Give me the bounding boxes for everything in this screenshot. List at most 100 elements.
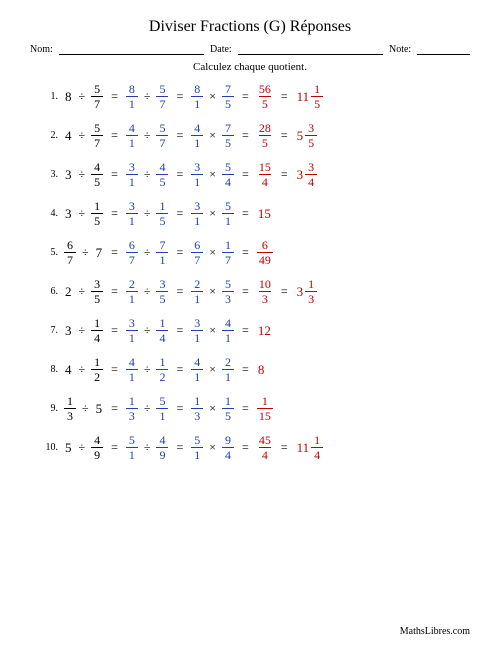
operator: × bbox=[203, 128, 222, 143]
whole-number: 5 bbox=[64, 440, 73, 456]
problem-expression: 4÷12=41÷12=41×21=8 bbox=[64, 356, 265, 383]
fraction: 13 bbox=[126, 395, 138, 422]
fraction: 15 bbox=[156, 200, 168, 227]
fraction: 31 bbox=[191, 200, 203, 227]
fraction: 115 bbox=[257, 395, 273, 422]
equals-sign: = bbox=[234, 245, 257, 260]
equals-sign: = bbox=[168, 440, 191, 455]
equals-sign: = bbox=[273, 167, 296, 182]
fraction: 41 bbox=[126, 122, 138, 149]
problem-row: 1.8÷57=81÷57=81×75=565=1115 bbox=[38, 83, 470, 110]
problem-number: 3. bbox=[38, 169, 64, 180]
fraction: 565 bbox=[257, 83, 273, 110]
operator: × bbox=[203, 323, 222, 338]
whole-number: 3 bbox=[64, 206, 73, 222]
fraction: 12 bbox=[156, 356, 168, 383]
problem-row: 2.4÷57=41÷57=41×75=285=535 bbox=[38, 122, 470, 149]
whole-number: 8 bbox=[64, 89, 73, 105]
equals-sign: = bbox=[234, 323, 257, 338]
fraction: 15 bbox=[311, 83, 323, 110]
problem-number: 6. bbox=[38, 286, 64, 297]
problem-expression: 3÷15=31÷15=31×51=15 bbox=[64, 200, 272, 227]
equals-sign: = bbox=[168, 245, 191, 260]
equals-sign: = bbox=[103, 323, 126, 338]
fraction: 49 bbox=[91, 434, 103, 461]
fraction: 57 bbox=[91, 83, 103, 110]
fraction: 75 bbox=[222, 83, 234, 110]
whole-number: 7 bbox=[95, 245, 104, 261]
fraction: 35 bbox=[305, 122, 317, 149]
fraction: 14 bbox=[91, 317, 103, 344]
problem-expression: 8÷57=81÷57=81×75=565=1115 bbox=[64, 83, 323, 110]
problem-expression: 67÷7=67÷71=67×17=649 bbox=[64, 239, 273, 266]
mixed-number: 535 bbox=[296, 122, 318, 149]
problem-expression: 2÷35=21÷35=21×53=103=313 bbox=[64, 278, 317, 305]
equals-sign: = bbox=[234, 206, 257, 221]
problem-number: 9. bbox=[38, 403, 64, 414]
operator: ÷ bbox=[76, 245, 95, 260]
equals-sign: = bbox=[234, 401, 257, 416]
fraction: 31 bbox=[126, 161, 138, 188]
whole-number: 8 bbox=[257, 362, 266, 378]
fraction: 15 bbox=[91, 200, 103, 227]
problem-number: 1. bbox=[38, 91, 64, 102]
whole-number: 3 bbox=[64, 167, 73, 183]
equals-sign: = bbox=[103, 284, 126, 299]
date-label: Date: bbox=[210, 44, 232, 55]
fraction: 31 bbox=[191, 317, 203, 344]
fraction: 94 bbox=[222, 434, 234, 461]
fraction: 45 bbox=[156, 161, 168, 188]
equals-sign: = bbox=[168, 89, 191, 104]
equals-sign: = bbox=[234, 362, 257, 377]
problem-row: 4.3÷15=31÷15=31×51=15 bbox=[38, 200, 470, 227]
fraction: 13 bbox=[305, 278, 317, 305]
fraction: 45 bbox=[91, 161, 103, 188]
operator: ÷ bbox=[138, 401, 157, 416]
operator: ÷ bbox=[73, 440, 92, 455]
operator: ÷ bbox=[73, 167, 92, 182]
problem-row: 6.2÷35=21÷35=21×53=103=313 bbox=[38, 278, 470, 305]
equals-sign: = bbox=[103, 128, 126, 143]
operator: ÷ bbox=[138, 167, 157, 182]
whole-number: 4 bbox=[64, 362, 73, 378]
equals-sign: = bbox=[168, 128, 191, 143]
fraction: 41 bbox=[191, 122, 203, 149]
fraction: 49 bbox=[156, 434, 168, 461]
whole-number: 4 bbox=[64, 128, 73, 144]
fraction: 454 bbox=[257, 434, 273, 461]
fraction: 649 bbox=[257, 239, 273, 266]
fraction: 21 bbox=[126, 278, 138, 305]
nom-label: Nom: bbox=[30, 44, 53, 55]
equals-sign: = bbox=[168, 401, 191, 416]
operator: ÷ bbox=[73, 284, 92, 299]
header-fields: Nom: Date: Note: bbox=[30, 44, 470, 55]
operator: × bbox=[203, 89, 222, 104]
fraction: 21 bbox=[191, 278, 203, 305]
fraction: 51 bbox=[191, 434, 203, 461]
fraction: 35 bbox=[156, 278, 168, 305]
equals-sign: = bbox=[168, 362, 191, 377]
fraction: 81 bbox=[126, 83, 138, 110]
equals-sign: = bbox=[103, 401, 126, 416]
equals-sign: = bbox=[234, 89, 257, 104]
fraction: 67 bbox=[191, 239, 203, 266]
operator: ÷ bbox=[138, 284, 157, 299]
instruction-text: Calculez chaque quotient. bbox=[30, 61, 470, 73]
problem-expression: 4÷57=41÷57=41×75=285=535 bbox=[64, 122, 317, 149]
fraction: 54 bbox=[222, 161, 234, 188]
problem-expression: 3÷14=31÷14=31×41=12 bbox=[64, 317, 272, 344]
whole-number: 3 bbox=[64, 323, 73, 339]
operator: ÷ bbox=[73, 89, 92, 104]
whole-number: 12 bbox=[257, 323, 272, 339]
problem-number: 4. bbox=[38, 208, 64, 219]
equals-sign: = bbox=[273, 89, 296, 104]
fraction: 75 bbox=[222, 122, 234, 149]
equals-sign: = bbox=[103, 206, 126, 221]
equals-sign: = bbox=[234, 128, 257, 143]
operator: ÷ bbox=[138, 440, 157, 455]
problem-row: 7.3÷14=31÷14=31×41=12 bbox=[38, 317, 470, 344]
fraction: 67 bbox=[64, 239, 76, 266]
operator: × bbox=[203, 206, 222, 221]
operator: ÷ bbox=[73, 323, 92, 338]
fraction: 14 bbox=[156, 317, 168, 344]
